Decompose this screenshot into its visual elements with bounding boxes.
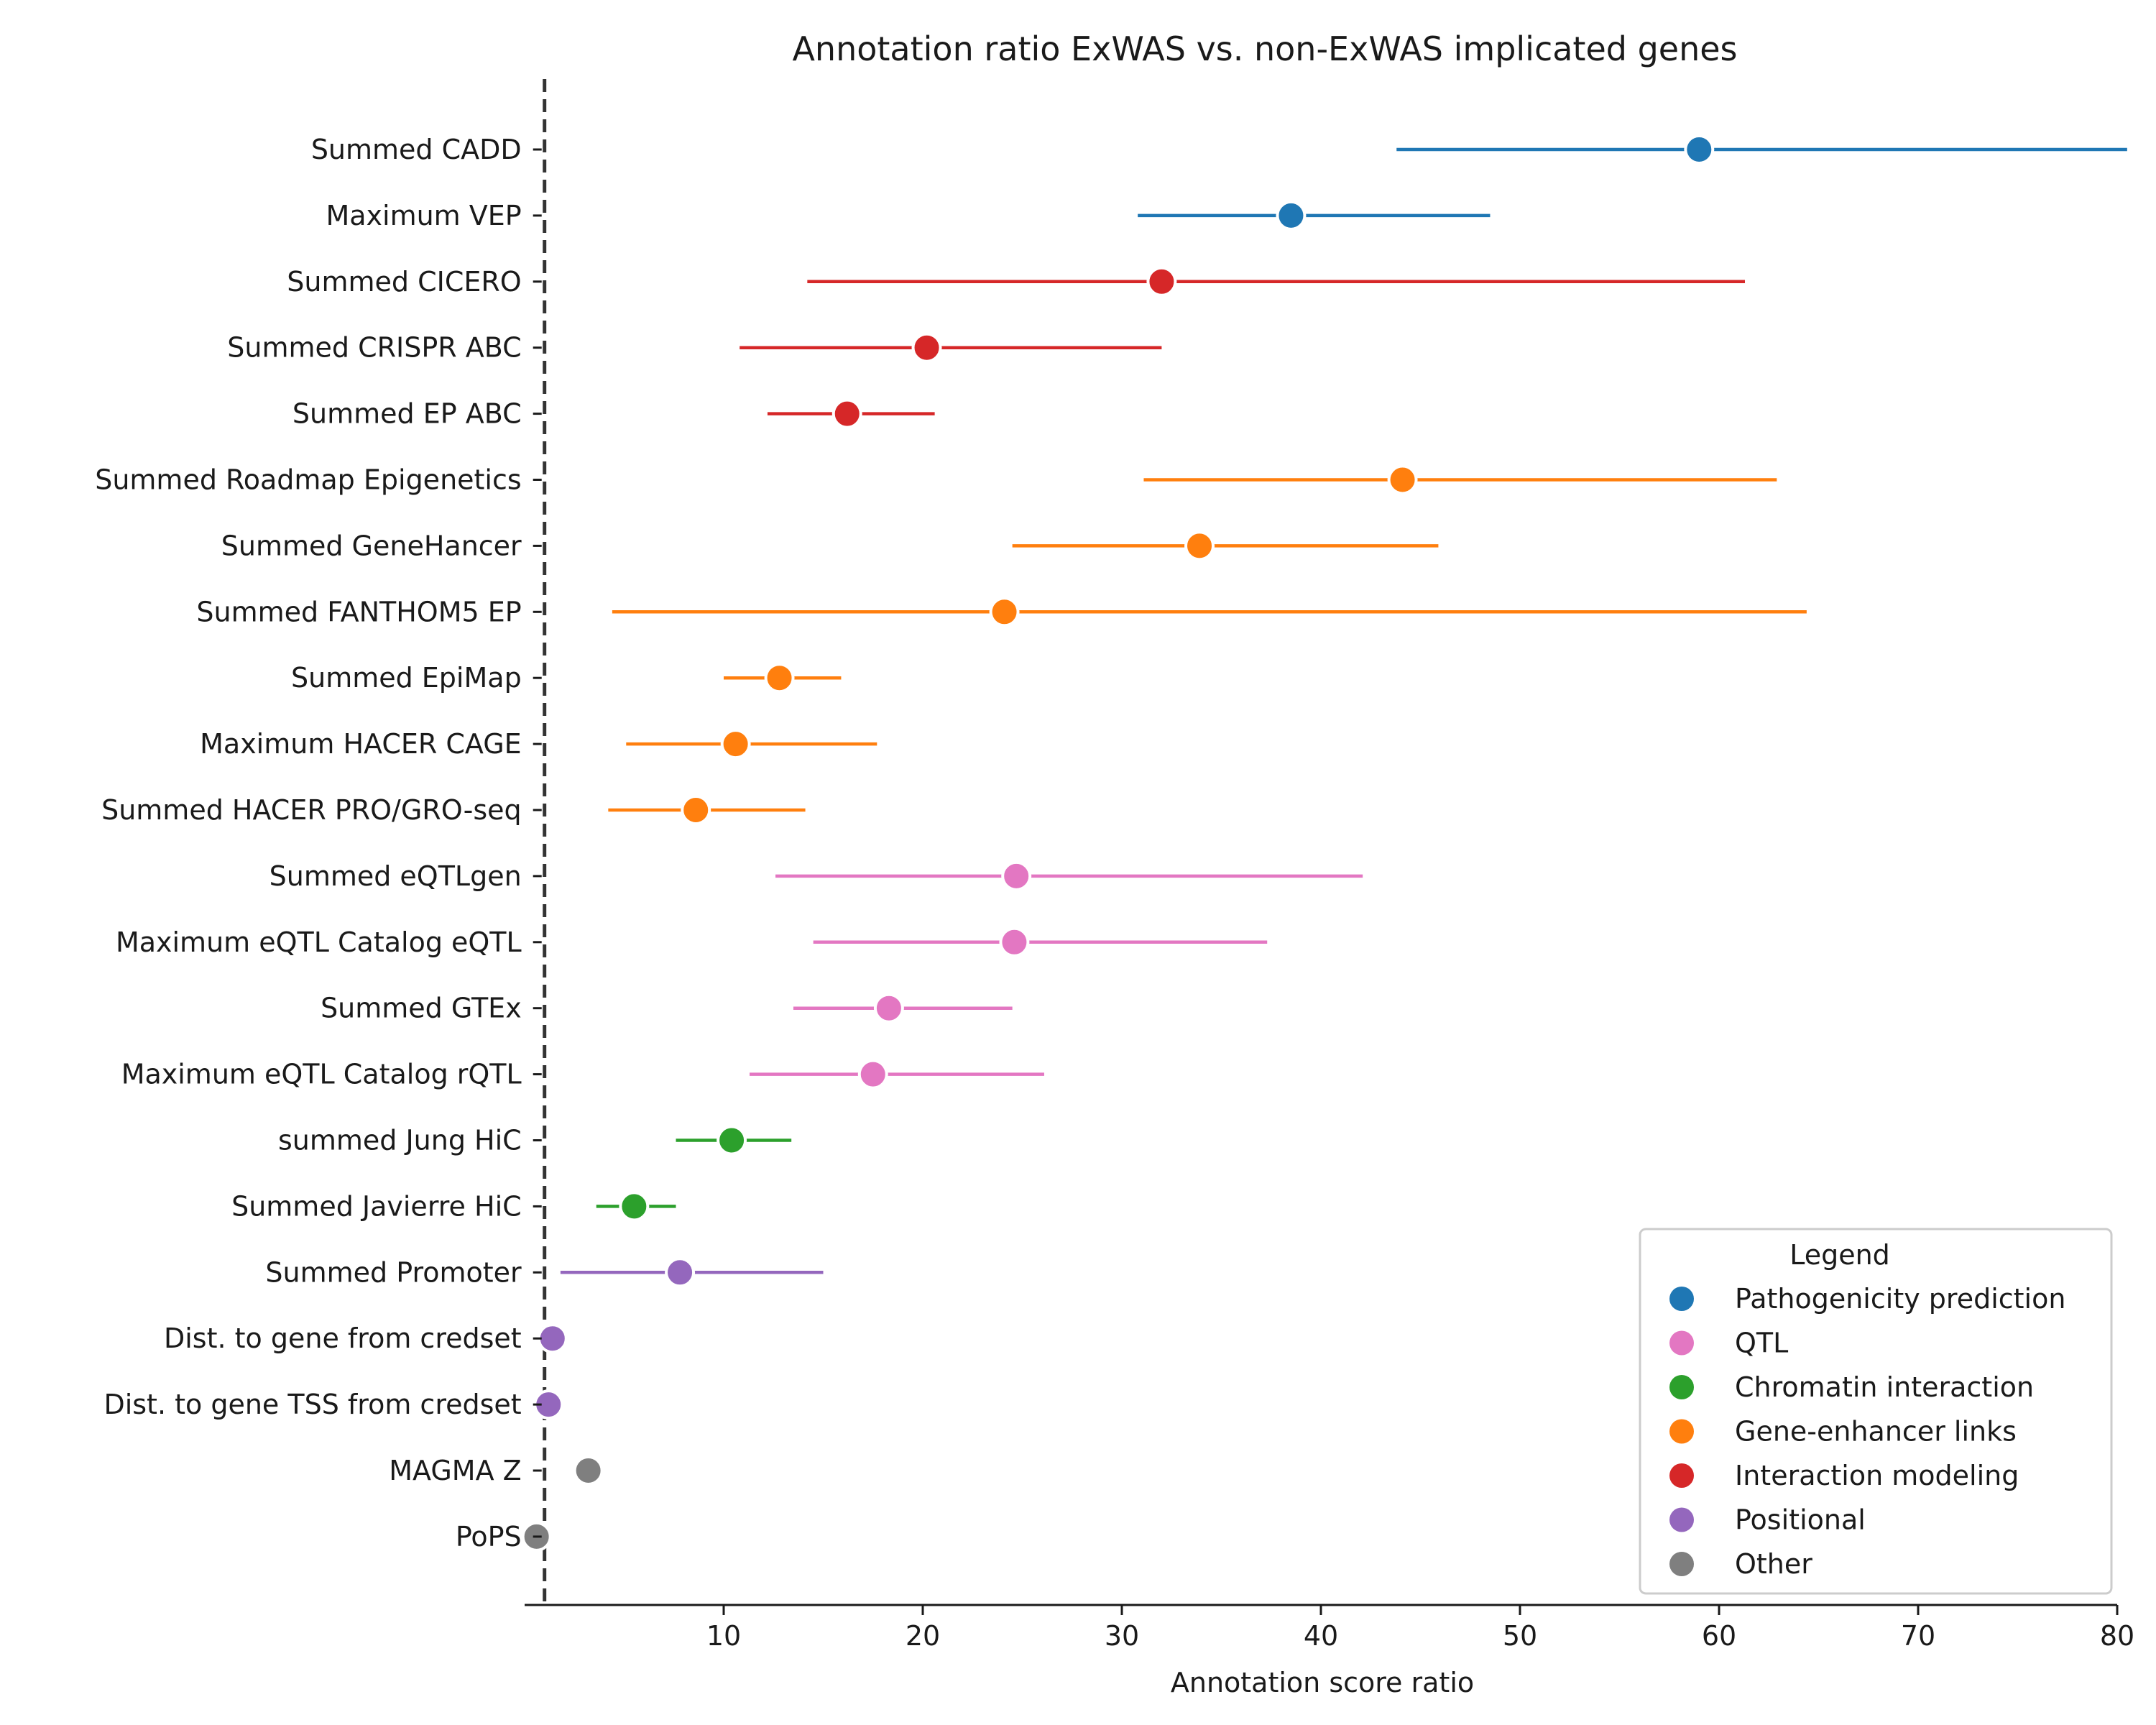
data-point [1146, 266, 1177, 297]
y-tick-label: Maximum HACER CAGE [200, 728, 522, 760]
legend-title: Legend [1789, 1239, 1890, 1271]
y-tick-label: Maximum eQTL Catalog eQTL [116, 926, 522, 958]
y-tick-label: Summed EpiMap [291, 662, 522, 694]
data-point [1276, 200, 1307, 231]
x-tick-label: 10 [706, 1620, 741, 1652]
legend-label: Other [1735, 1548, 1812, 1580]
error-bar-layer [560, 147, 2127, 1274]
data-point [720, 729, 751, 760]
y-tick-label: Summed FANTHOM5 EP [196, 596, 521, 627]
x-tick-label: 60 [1702, 1620, 1736, 1652]
data-point [665, 1257, 696, 1288]
y-tick-label: Summed CADD [311, 134, 522, 165]
y-tick-label: Summed GTEx [321, 993, 522, 1024]
x-tick-label: 50 [1503, 1620, 1537, 1652]
legend-label: Chromatin interaction [1735, 1371, 2034, 1403]
y-tick-label: Summed EP ABC [292, 398, 522, 430]
legend: Legend Pathogenicity prediction QTL Chromat… [1639, 1228, 2113, 1595]
y-tick-label: Dist. to gene from credset [164, 1322, 522, 1354]
legend-label: Interaction modeling [1735, 1460, 2019, 1491]
y-tick-label: Dist. to gene TSS from credset [103, 1389, 521, 1420]
data-point [999, 926, 1030, 957]
y-tick-label: summed Jung HiC [278, 1125, 522, 1156]
data-point [1387, 464, 1418, 495]
legend-marker [1669, 1419, 1694, 1444]
y-tick-label: Summed Roadmap Epigenetics [95, 464, 521, 496]
legend-marker [1669, 1375, 1694, 1399]
data-point [717, 1125, 747, 1156]
legend-marker [1669, 1330, 1694, 1356]
x-tick-label: 40 [1304, 1620, 1338, 1652]
x-tick-label: 80 [2100, 1620, 2134, 1652]
data-point [989, 597, 1020, 627]
data-point [857, 1059, 888, 1090]
y-tick-label: MAGMA Z [389, 1455, 521, 1486]
y-tick-label: Summed Javierre HiC [231, 1190, 522, 1222]
y-tick-label: Summed eQTLgen [270, 860, 522, 892]
y-tick-label: Maximum eQTL Catalog rQTL [121, 1059, 522, 1090]
y-tick-label: Maximum VEP [326, 200, 521, 231]
y-tick-label: Summed GeneHancer [221, 530, 522, 561]
y-tick-label: Summed Promoter [265, 1256, 522, 1288]
data-point [573, 1455, 604, 1486]
legend-box [1639, 1228, 2113, 1595]
y-tick-label: Summed HACER PRO/GRO-seq [101, 794, 522, 826]
y-tick-label-layer: Summed CADD Maximum VEP Summed CICERO Summe… [95, 134, 542, 1552]
x-tick-label: 30 [1105, 1620, 1139, 1652]
data-point [1684, 134, 1715, 165]
legend-marker [1669, 1287, 1694, 1311]
legend-marker [1669, 1463, 1694, 1488]
legend-label: Pathogenicity prediction [1735, 1283, 2065, 1315]
chart-title: Annotation ratio ExWAS vs. non-ExWAS imp… [792, 29, 1737, 68]
data-point [831, 398, 862, 429]
data-point [537, 1323, 568, 1354]
y-tick-label: Summed CICERO [287, 266, 521, 298]
data-point [911, 332, 942, 363]
x-axis: 10 20 30 40 50 60 70 80 [525, 1604, 2134, 1652]
y-tick-label: Summed CRISPR ABC [227, 332, 521, 364]
data-point [1001, 860, 1032, 891]
x-axis-label: Annotation score ratio [1171, 1667, 1474, 1698]
x-tick-label: 70 [1901, 1620, 1935, 1652]
y-tick-label: PoPS [456, 1521, 522, 1552]
data-point [681, 795, 711, 825]
legend-label: QTL [1735, 1328, 1788, 1359]
legend-label: Gene-enhancer links [1735, 1416, 2017, 1448]
data-point [1184, 530, 1215, 561]
data-point [873, 993, 904, 1024]
legend-label: Positional [1735, 1504, 1866, 1536]
data-point [764, 663, 795, 694]
legend-marker [1669, 1552, 1694, 1576]
x-tick-label: 20 [906, 1620, 940, 1652]
legend-marker [1669, 1507, 1694, 1532]
data-point [619, 1191, 650, 1222]
